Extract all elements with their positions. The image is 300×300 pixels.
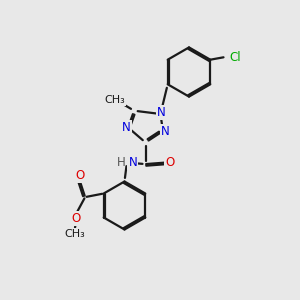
Text: CH₃: CH₃ [104, 95, 125, 105]
Text: N: N [128, 156, 137, 169]
Text: H: H [117, 156, 126, 169]
Text: O: O [75, 169, 84, 182]
Text: Cl: Cl [229, 51, 241, 64]
Text: O: O [165, 156, 174, 169]
Text: N: N [161, 124, 170, 138]
Text: N: N [122, 121, 131, 134]
Text: N: N [157, 106, 166, 119]
Text: CH₃: CH₃ [64, 229, 85, 239]
Text: O: O [71, 212, 80, 225]
